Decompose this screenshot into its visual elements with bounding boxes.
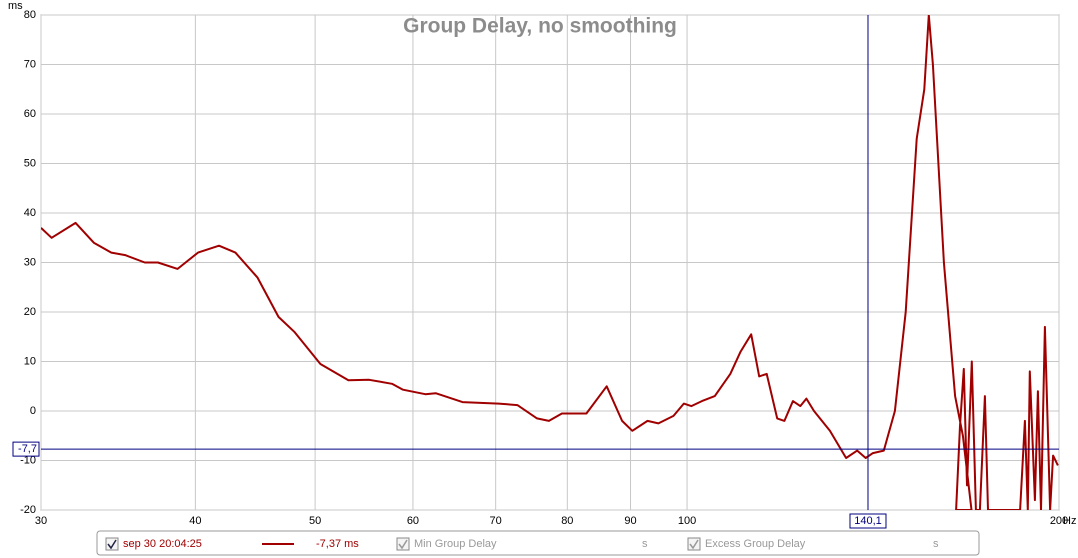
x-tick-label: 80 bbox=[561, 515, 573, 527]
legend-box bbox=[96, 530, 980, 556]
y-tick-label: 10 bbox=[24, 355, 36, 367]
x-tick-label: 50 bbox=[309, 515, 321, 527]
y-axis-label: ms bbox=[8, 0, 23, 12]
legend-label: Min Group Delay bbox=[414, 538, 497, 550]
legend-label: sep 30 20:04:25 bbox=[123, 538, 202, 550]
x-tick-label: 60 bbox=[407, 515, 419, 527]
y-tick-label: 80 bbox=[24, 9, 36, 21]
x-tick-label: 100 bbox=[678, 515, 696, 527]
y-tick-label: 40 bbox=[24, 207, 36, 219]
y-tick-label: -20 bbox=[20, 504, 36, 516]
legend-checkbox[interactable] bbox=[105, 537, 119, 551]
y-tick-label: 30 bbox=[24, 256, 36, 268]
legend-check bbox=[107, 539, 117, 550]
y-tick-label: 70 bbox=[24, 58, 36, 70]
cursor-x-label: 140,1 bbox=[854, 515, 882, 527]
y-tick-label: 20 bbox=[24, 306, 36, 318]
x-tick-label: 30 bbox=[35, 515, 47, 527]
y-tick-label: -10 bbox=[20, 454, 36, 466]
legend-check bbox=[689, 539, 699, 550]
legend-readout: s bbox=[642, 538, 648, 550]
legend-checkbox[interactable] bbox=[396, 537, 410, 551]
y-tick-label: 0 bbox=[30, 405, 36, 417]
y-tick-label: 60 bbox=[24, 108, 36, 120]
x-tick-label: 70 bbox=[490, 515, 502, 527]
legend-checkbox[interactable] bbox=[687, 537, 701, 551]
x-tick-label: 40 bbox=[189, 515, 201, 527]
data-line bbox=[41, 15, 1059, 510]
y-tick-label: 50 bbox=[24, 157, 36, 169]
legend-label: Excess Group Delay bbox=[705, 538, 806, 550]
cursor-x-box bbox=[849, 513, 887, 529]
cursor-y-box bbox=[12, 441, 40, 457]
cursor-y-label: -7,7 bbox=[18, 443, 37, 455]
legend-readout: s bbox=[933, 538, 939, 550]
x-tick-label: 200 bbox=[1050, 515, 1068, 527]
legend-check bbox=[398, 539, 408, 550]
chart-title: Group Delay, no smoothing bbox=[403, 15, 677, 38]
legend-readout: -7,37 ms bbox=[316, 538, 359, 550]
x-tick-label: 90 bbox=[624, 515, 636, 527]
x-axis-label: Hz bbox=[1063, 515, 1076, 527]
